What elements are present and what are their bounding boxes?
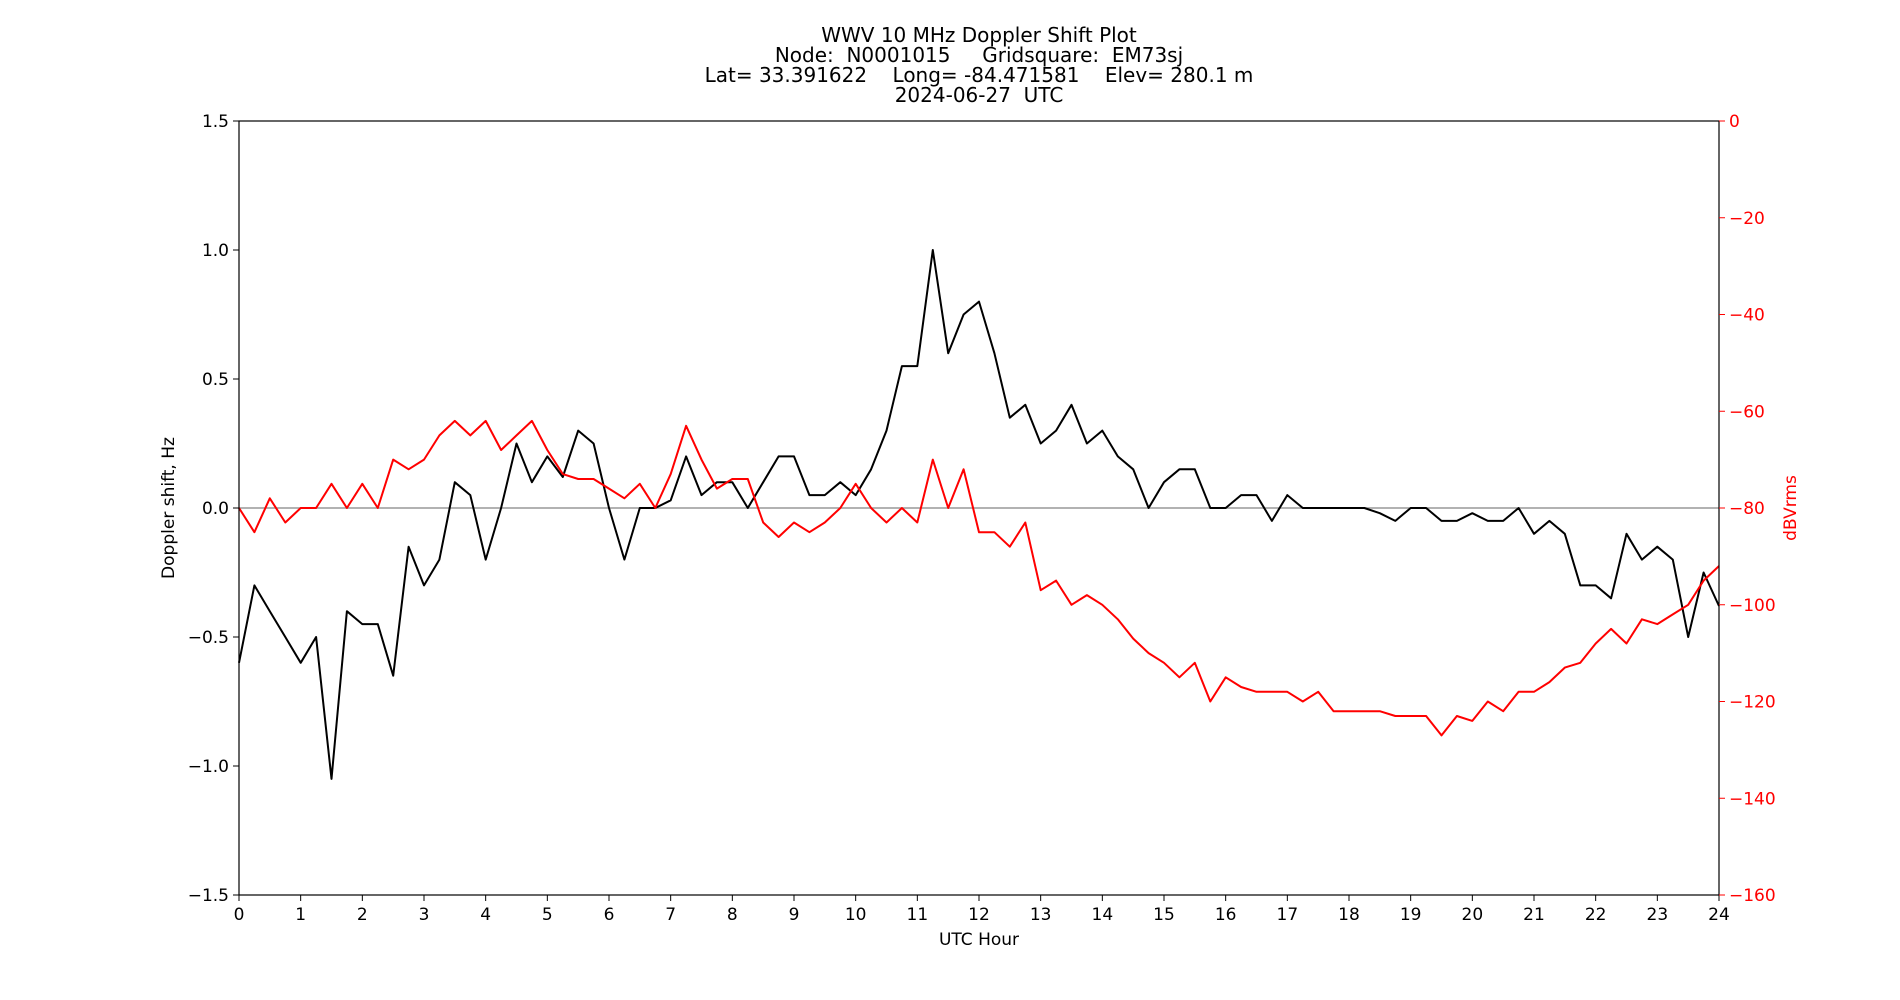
x-tick-label: 2 <box>357 905 368 925</box>
y-tick-label: 0.5 <box>202 370 229 390</box>
x-tick-label: 16 <box>1215 905 1237 925</box>
x-tick-label: 20 <box>1462 905 1484 925</box>
x-tick-label: 19 <box>1400 905 1422 925</box>
x-tick-label: 0 <box>234 905 245 925</box>
x-axis-label: UTC Hour <box>939 930 1019 950</box>
x-tick-label: 17 <box>1277 905 1299 925</box>
chart-title: Node: N0001015 Gridsquare: EM73sj <box>775 43 1183 67</box>
x-tick-label: 10 <box>845 905 867 925</box>
y-tick-label: 1.5 <box>202 112 229 132</box>
x-tick-label: 18 <box>1338 905 1360 925</box>
x-tick-label: 4 <box>480 905 491 925</box>
y2-tick-label: −120 <box>1729 693 1776 713</box>
x-tick-label: 3 <box>419 905 430 925</box>
x-tick-label: 11 <box>907 905 929 925</box>
data-line <box>238 249 1720 780</box>
x-tick-label: 22 <box>1585 905 1607 925</box>
x-tick-label: 1 <box>295 905 306 925</box>
x-tick-label: 23 <box>1647 905 1669 925</box>
x-tick-label: 9 <box>789 905 800 925</box>
y2-tick-label: −140 <box>1729 789 1776 809</box>
y2-tick-label: −60 <box>1729 402 1765 422</box>
y2-tick-label: −160 <box>1729 886 1776 906</box>
x-tick-label: 13 <box>1030 905 1052 925</box>
y-tick-label: −1.0 <box>188 757 229 777</box>
x-tick-label: 7 <box>665 905 676 925</box>
y2-tick-label: −100 <box>1729 596 1776 616</box>
data-line <box>238 419 1720 737</box>
y2-tick-label: −20 <box>1729 209 1765 229</box>
chart-title: 2024-06-27 UTC <box>895 83 1064 107</box>
y2-tick-label: −80 <box>1729 499 1765 519</box>
y-axis-label: Doppler shift, Hz <box>159 437 179 579</box>
y2-tick-label: 0 <box>1729 112 1740 132</box>
y-tick-label: 1.0 <box>202 241 229 261</box>
x-tick-label: 15 <box>1153 905 1175 925</box>
y-tick-label: −1.5 <box>188 886 229 906</box>
x-tick-label: 8 <box>727 905 738 925</box>
x-tick-label: 21 <box>1523 905 1545 925</box>
y-tick-label: 0.0 <box>202 499 229 519</box>
x-tick-label: 6 <box>604 905 615 925</box>
x-tick-label: 24 <box>1708 905 1730 925</box>
x-tick-label: 5 <box>542 905 553 925</box>
y2-axis-label: dBVrms <box>1781 475 1801 541</box>
chart-title: WWV 10 MHz Doppler Shift Plot <box>821 23 1137 47</box>
x-tick-label: 14 <box>1092 905 1114 925</box>
y-tick-label: −0.5 <box>188 628 229 648</box>
y2-tick-label: −40 <box>1729 306 1765 326</box>
x-tick-label: 12 <box>968 905 990 925</box>
chart-title: Lat= 33.391622 Long= -84.471581 Elev= 28… <box>705 63 1254 87</box>
